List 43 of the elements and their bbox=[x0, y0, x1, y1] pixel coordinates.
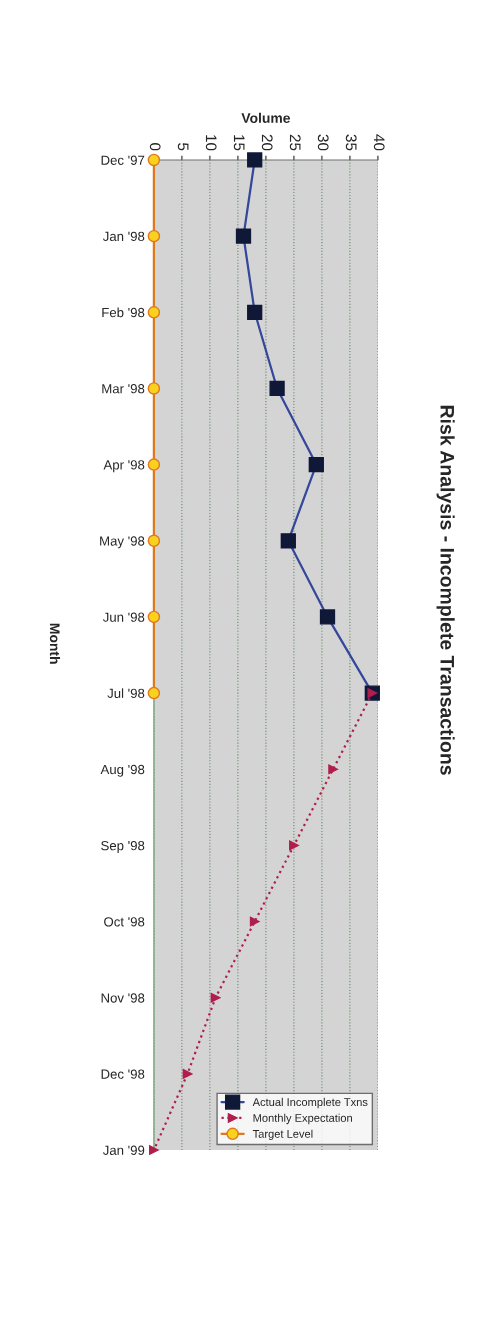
x-axis-title: Volume bbox=[241, 112, 290, 123]
legend-label: Monthly Expectation bbox=[253, 1113, 352, 1125]
point bbox=[249, 916, 260, 927]
x-tick-label: 10 bbox=[205, 135, 217, 151]
y-tick-label: May '98 bbox=[100, 536, 145, 549]
y-axis-title: Month bbox=[49, 623, 61, 664]
text: Risk Analysis - Incomplete Transactions bbox=[436, 405, 455, 775]
point bbox=[289, 840, 299, 851]
y-tick-label: Feb '98 bbox=[102, 307, 145, 318]
x-tick-label: 30 bbox=[317, 134, 329, 151]
point bbox=[147, 686, 161, 700]
point bbox=[147, 229, 161, 243]
y-tick-label: Nov '98 bbox=[101, 993, 145, 1003]
y-tick-label: Sep '98 bbox=[101, 840, 145, 853]
y-tick-label: Jun '98 bbox=[102, 612, 145, 622]
y-tick-label: Jan '99 bbox=[102, 1145, 145, 1155]
x-tick-label: 40 bbox=[373, 134, 385, 151]
y-tick-label: Mar '98 bbox=[102, 384, 145, 394]
legend-label: Target Level bbox=[252, 1129, 313, 1141]
x-tick-label: 25 bbox=[289, 134, 301, 151]
point bbox=[210, 992, 221, 1003]
point bbox=[147, 382, 161, 395]
point bbox=[147, 306, 161, 319]
point bbox=[182, 1069, 193, 1079]
x-tick-label: 20 bbox=[261, 134, 273, 151]
y-tick-label: Dec '98 bbox=[101, 1069, 145, 1079]
y-tick-label: Apr '98 bbox=[103, 460, 145, 473]
y-tick-label: Aug '98 bbox=[100, 764, 145, 777]
x-tick-label: 0 bbox=[149, 143, 161, 151]
y-tick-label: Jul '98 bbox=[107, 688, 145, 698]
legend-label: Actual Incomplete Txns bbox=[252, 1097, 368, 1109]
point bbox=[147, 610, 161, 624]
y-tick-label: Jan '98 bbox=[102, 231, 145, 242]
point bbox=[149, 1145, 159, 1155]
point bbox=[147, 458, 161, 471]
x-tick-label: 15 bbox=[233, 135, 245, 151]
point bbox=[147, 153, 161, 167]
y-tick-label: Dec '97 bbox=[101, 155, 145, 165]
x-tick-label: 35 bbox=[345, 134, 357, 151]
y-tick-label: Oct '98 bbox=[104, 917, 145, 927]
x-tick-label: 5 bbox=[177, 143, 189, 151]
point bbox=[147, 534, 161, 548]
point bbox=[328, 764, 338, 775]
